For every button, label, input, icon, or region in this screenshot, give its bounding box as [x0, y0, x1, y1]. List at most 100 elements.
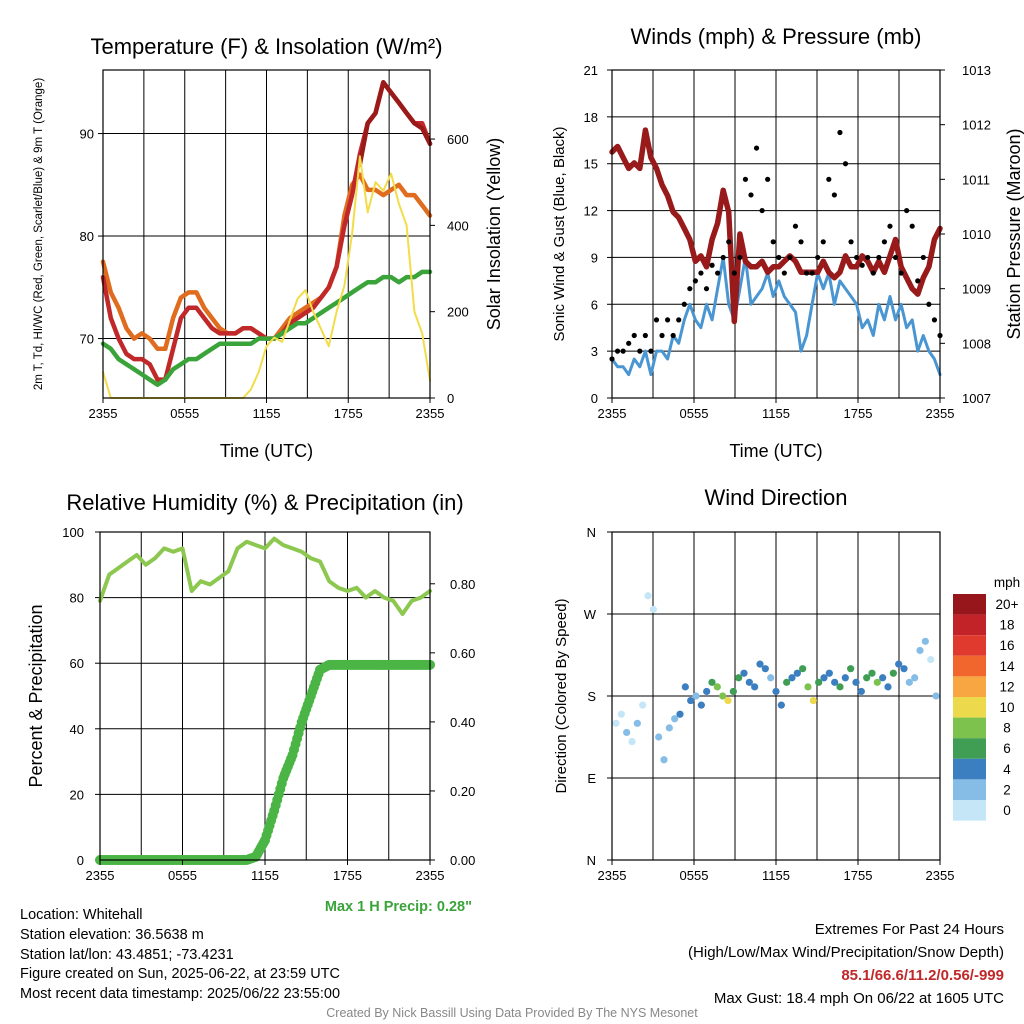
wind-direction-point [713, 683, 721, 691]
wind-gust-point [848, 239, 854, 245]
wind-direction-point [932, 692, 940, 700]
x-tick-label: 2355 [86, 868, 115, 883]
wind-direction-point [863, 674, 871, 682]
wind-gust-point [731, 270, 737, 276]
y-axis-label-right: Solar Insolation (Yellow) [484, 138, 504, 330]
wind-gust-point [854, 254, 860, 261]
wind-direction-point [852, 678, 860, 686]
humidity-panel [140, 532, 390, 860]
y-tick-label-right: 1011 [962, 172, 990, 187]
y-tick-label-left: 60 [70, 656, 84, 671]
wind-gust-point [781, 270, 787, 276]
wind-gust-point [715, 270, 721, 276]
recent-text: Most recent data timestamp: 2025/06/22 2… [20, 986, 341, 1003]
legend-swatch [953, 614, 986, 636]
legend-label: 20+ [996, 597, 1019, 612]
wind-gust-point [753, 145, 760, 151]
wind-gust-point [659, 332, 665, 339]
legend-swatch [953, 758, 986, 780]
y-tick-label-right: 1007 [962, 391, 991, 406]
winds-panel [652, 70, 900, 398]
legend-label: 8 [1003, 721, 1011, 736]
wind-direction-point [815, 678, 823, 686]
y-tick-label-right: 0.20 [450, 784, 475, 799]
wind-direction-point [927, 655, 935, 664]
y-tick-label-left: 80 [70, 591, 84, 606]
wind-gust-point [748, 192, 754, 198]
wind-direction-point [772, 687, 780, 696]
wind-gust-point [759, 207, 765, 214]
x-tick-label: 2355 [416, 868, 445, 883]
relative-humidity-line [98, 536, 432, 616]
y-tick-label-left: 9 [591, 250, 598, 265]
wind-gust-point [887, 223, 893, 229]
x-tick-label: 0555 [170, 406, 199, 421]
y-axis-label-left: Sonic Wind & Gust (Blue, Black) [551, 126, 568, 341]
extremes-heading: Extremes For Past 24 Hours [814, 921, 1004, 938]
wind-direction-point [660, 756, 668, 764]
wind-direction-point [831, 678, 839, 686]
chart-title: Wind Direction [704, 485, 847, 510]
legend-swatch [953, 697, 986, 718]
latlon-text: Station lat/lon: 43.4851; -73.4231 [20, 946, 234, 963]
wind-gust-point [803, 270, 810, 276]
wind-direction-point [788, 674, 796, 682]
wind-gust-point [664, 317, 671, 323]
chart-title: Temperature (F) & Insolation (W/m²) [90, 34, 442, 59]
wind-gust-point [809, 270, 815, 276]
wind-gust-point [898, 270, 904, 276]
wind-direction-point [756, 660, 764, 668]
extremes-values: 85.1/66.6/11.2/0.56/-999 [841, 967, 1004, 984]
y-tick-label-left: 6 [591, 297, 598, 312]
x-tick-label: 2355 [598, 868, 627, 883]
wind-direction-point [719, 692, 727, 700]
y-tick-label-left: 15 [584, 157, 598, 172]
wind-gust-point [653, 317, 660, 323]
wind-direction-point [649, 605, 657, 614]
wind-gust-point [614, 348, 621, 354]
wind-gust-point [687, 286, 693, 292]
wind-gust-point [737, 254, 743, 261]
wind-direction-point [724, 696, 732, 705]
wind-direction-point [820, 674, 828, 682]
x-tick-label: 1755 [334, 406, 363, 421]
wind-gust-point [765, 176, 771, 182]
max-gust-text: Max Gust: 18.4 mph On 06/22 at 1605 UTC [713, 990, 1004, 1007]
wind-direction-point [873, 678, 881, 686]
legend-swatch [953, 635, 986, 656]
y-tick-label-left: 90 [80, 127, 94, 142]
wind-direction-point [612, 719, 620, 727]
x-axis-label: Time (UTC) [729, 441, 822, 461]
wind-gust-point [876, 254, 882, 261]
wind-gust-point [920, 254, 926, 261]
wind-direction-point [633, 719, 641, 727]
x-tick-label: 1755 [333, 868, 362, 883]
wind-direction-point [692, 692, 700, 700]
wind-gust-point [909, 223, 915, 229]
wind-gust-point [865, 254, 871, 261]
wind-gust-point [892, 254, 899, 261]
y-tick-label-right: 1008 [962, 336, 991, 351]
station-info: Location: Whitehall Station elevation: 3… [20, 906, 340, 1005]
x-tick-label: 2355 [926, 406, 955, 421]
wind-gust-point [720, 254, 726, 261]
legend-swatch [953, 779, 986, 800]
wind-direction-point [639, 701, 647, 709]
y-tick-label-right: 0.40 [450, 715, 475, 730]
created-text: Figure created on Sun, 2025-06-22, at 23… [20, 966, 340, 983]
wind-gust-point [620, 348, 626, 354]
y-tick-label-left: 70 [80, 332, 94, 347]
wind-direction-point [708, 678, 716, 686]
wind-gust-point [648, 348, 654, 354]
legend-swatch [953, 655, 986, 677]
wind-gust-point [676, 317, 682, 323]
y-tick-label-right: 1010 [962, 227, 991, 242]
wind-gust-point [831, 192, 837, 198]
wind-gust-point [637, 348, 643, 354]
wind-direction-point [836, 683, 844, 691]
wind-direction-point [777, 701, 785, 709]
direction-tick-label: N [587, 525, 596, 540]
wind-direction-point [740, 669, 748, 677]
direction-tick-label: N [587, 853, 596, 868]
